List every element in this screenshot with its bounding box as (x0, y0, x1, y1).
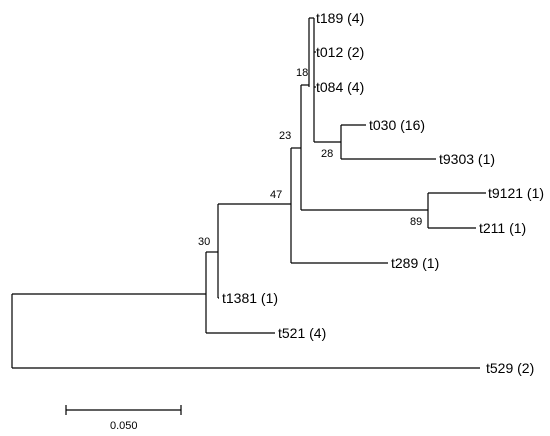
leaf-label-t529: t529 (2) (486, 360, 534, 376)
leaf-label-t9121: t9121 (1) (488, 185, 544, 201)
leaf-label-t030: t030 (16) (369, 117, 425, 133)
leaf-label-t9303: t9303 (1) (439, 151, 495, 167)
leaf-label-t1381: t1381 (1) (222, 290, 278, 306)
support-value-47: 47 (270, 189, 282, 201)
support-value-30: 30 (198, 236, 210, 248)
support-value-23: 23 (279, 130, 291, 142)
leaf-label-t012: t012 (2) (316, 44, 364, 60)
leaf-label-t521: t521 (4) (278, 325, 326, 341)
scale-bar: 0.050 (65, 405, 182, 432)
leaf-label-t289: t289 (1) (391, 255, 439, 271)
support-value-89: 89 (410, 216, 422, 228)
leaf-label-t189: t189 (4) (316, 10, 364, 26)
leaf-label-t211: t211 (1) (479, 220, 526, 236)
support-value-18: 18 (296, 67, 308, 79)
support-value-28: 28 (321, 148, 333, 160)
scale-bar-label: 0.050 (110, 420, 138, 432)
leaf-label-t084: t084 (4) (316, 79, 364, 95)
